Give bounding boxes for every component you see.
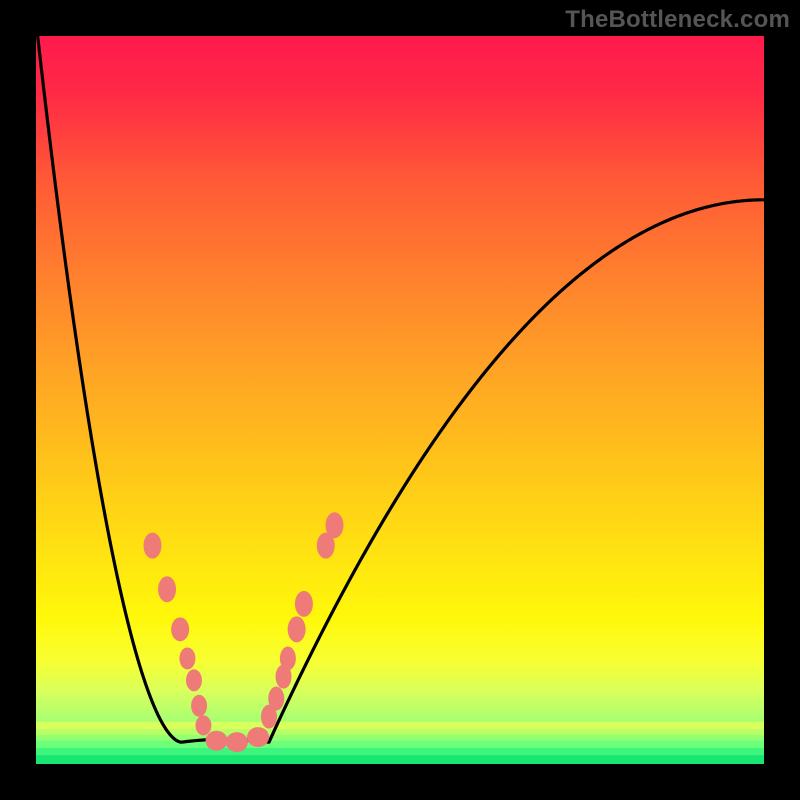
marker-15 [295,591,313,617]
marker-6 [195,715,211,735]
marker-8 [226,732,248,752]
marker-3 [179,647,195,669]
marker-2 [171,617,189,641]
chart-canvas: TheBottleneck.com [0,0,800,800]
marker-11 [268,686,284,710]
marker-5 [191,695,207,717]
marker-17 [325,512,343,538]
watermark-text: TheBottleneck.com [565,6,790,34]
marker-0 [143,533,161,559]
plot-background [36,36,764,764]
marker-9 [247,727,269,747]
marker-7 [206,731,228,751]
green-band [36,722,764,765]
marker-4 [186,669,202,691]
marker-1 [158,576,176,602]
marker-14 [288,616,306,642]
plot-svg [0,0,800,800]
marker-13 [280,646,296,670]
